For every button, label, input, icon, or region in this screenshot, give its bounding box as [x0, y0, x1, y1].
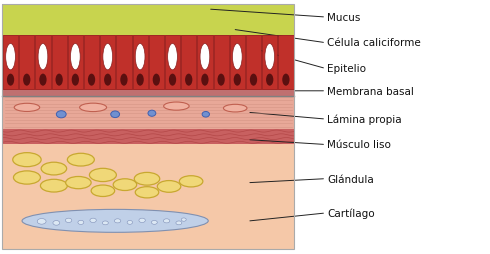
Bar — [278, 36, 294, 90]
Bar — [2, 5, 294, 249]
Ellipse shape — [91, 185, 115, 197]
Ellipse shape — [137, 74, 144, 86]
Bar — [149, 36, 164, 90]
Ellipse shape — [168, 44, 177, 71]
Ellipse shape — [14, 171, 40, 184]
Ellipse shape — [66, 218, 72, 223]
Ellipse shape — [114, 219, 121, 223]
Bar — [2, 130, 294, 145]
Bar — [2, 5, 294, 36]
Ellipse shape — [151, 220, 157, 225]
Ellipse shape — [234, 74, 241, 86]
Ellipse shape — [14, 104, 40, 112]
Bar — [2, 90, 294, 97]
Ellipse shape — [88, 74, 95, 86]
Ellipse shape — [78, 220, 84, 225]
Ellipse shape — [223, 105, 247, 113]
Ellipse shape — [157, 181, 181, 193]
Bar — [35, 36, 50, 90]
Ellipse shape — [71, 44, 80, 71]
Text: Célula caliciforme: Célula caliciforme — [327, 38, 421, 48]
Ellipse shape — [79, 104, 107, 112]
Ellipse shape — [232, 44, 242, 71]
Bar — [3, 36, 18, 90]
Bar — [214, 36, 229, 90]
Ellipse shape — [22, 210, 208, 232]
Text: Lámina propia: Lámina propia — [327, 114, 402, 125]
Bar — [51, 36, 67, 90]
Bar — [84, 36, 99, 90]
Bar — [246, 36, 261, 90]
Ellipse shape — [139, 218, 145, 223]
Ellipse shape — [169, 74, 176, 86]
Ellipse shape — [55, 74, 63, 86]
Ellipse shape — [23, 74, 30, 86]
Ellipse shape — [56, 111, 66, 118]
Ellipse shape — [127, 220, 132, 225]
Ellipse shape — [134, 173, 160, 185]
Ellipse shape — [89, 169, 116, 182]
Text: Cartílago: Cartílago — [327, 208, 375, 219]
Ellipse shape — [153, 74, 160, 86]
Bar — [68, 36, 83, 90]
Bar — [230, 36, 245, 90]
Ellipse shape — [111, 112, 120, 118]
Bar — [2, 97, 294, 130]
Ellipse shape — [104, 74, 111, 86]
Ellipse shape — [113, 179, 137, 191]
Text: Mucus: Mucus — [327, 13, 361, 23]
Ellipse shape — [6, 44, 15, 71]
Ellipse shape — [53, 221, 60, 225]
Ellipse shape — [66, 177, 91, 189]
Ellipse shape — [176, 221, 182, 225]
Bar — [262, 36, 277, 90]
Ellipse shape — [265, 44, 274, 71]
Ellipse shape — [40, 180, 67, 192]
Ellipse shape — [135, 44, 145, 71]
Ellipse shape — [135, 187, 159, 198]
Ellipse shape — [202, 112, 210, 118]
Ellipse shape — [103, 44, 113, 71]
Ellipse shape — [72, 74, 79, 86]
Ellipse shape — [38, 44, 48, 71]
Bar — [2, 5, 294, 249]
Ellipse shape — [250, 74, 257, 86]
Ellipse shape — [201, 74, 209, 86]
Bar — [197, 36, 213, 90]
Text: Membrana basal: Membrana basal — [327, 86, 414, 97]
Text: Epitelio: Epitelio — [327, 64, 367, 74]
Ellipse shape — [39, 74, 47, 86]
Ellipse shape — [200, 44, 210, 71]
Ellipse shape — [266, 74, 273, 86]
Ellipse shape — [282, 74, 290, 86]
Ellipse shape — [102, 221, 108, 225]
Bar — [165, 36, 180, 90]
Bar — [116, 36, 131, 90]
Ellipse shape — [120, 74, 127, 86]
Text: Glándula: Glándula — [327, 174, 374, 184]
Ellipse shape — [181, 218, 186, 221]
Bar — [100, 36, 115, 90]
Ellipse shape — [7, 74, 14, 86]
Text: Músculo liso: Músculo liso — [327, 140, 391, 150]
Bar — [19, 36, 34, 90]
Ellipse shape — [90, 218, 96, 223]
Bar — [2, 36, 294, 90]
Ellipse shape — [41, 163, 67, 175]
Ellipse shape — [179, 176, 203, 187]
Ellipse shape — [37, 219, 46, 224]
Bar — [132, 36, 148, 90]
Ellipse shape — [185, 74, 193, 86]
Ellipse shape — [13, 153, 41, 167]
Ellipse shape — [148, 111, 156, 117]
Ellipse shape — [164, 103, 189, 111]
Ellipse shape — [67, 154, 94, 166]
Bar — [181, 36, 196, 90]
Ellipse shape — [164, 219, 170, 223]
Ellipse shape — [218, 74, 225, 86]
